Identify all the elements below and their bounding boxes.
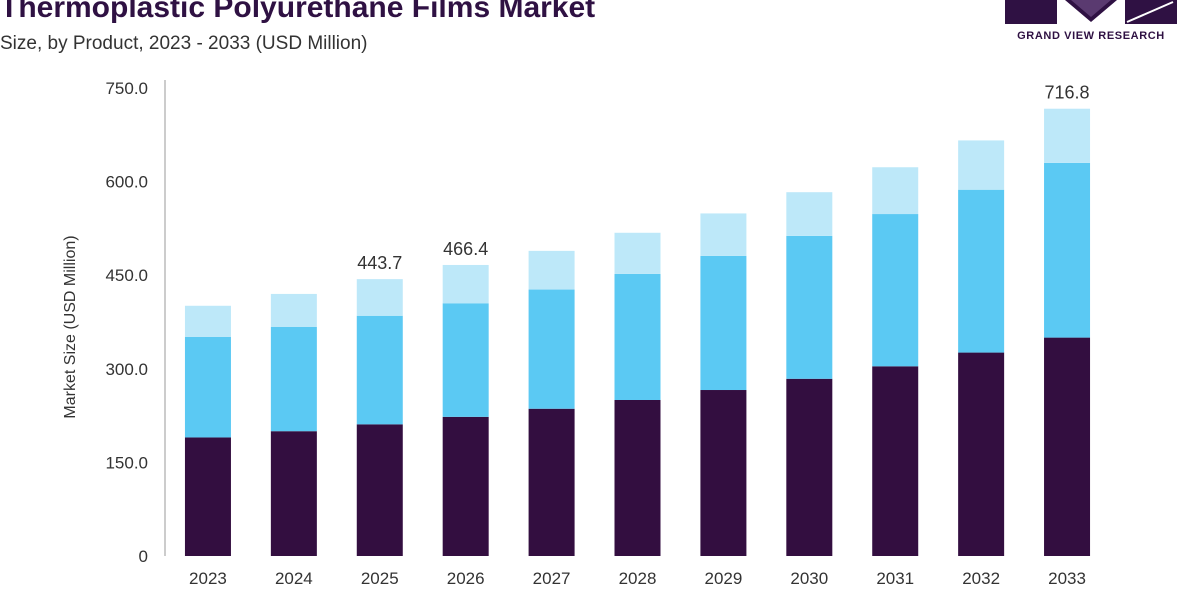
x-tick-label: 2029: [704, 569, 742, 588]
bar-segment-2023-3: [184, 305, 231, 337]
bar-segment-2029-2: [700, 255, 747, 391]
bar-segment-2031-1: [872, 366, 919, 556]
bar-segment-2025-3: [356, 279, 403, 316]
bar-segment-2028-1: [614, 400, 661, 556]
y-axis-label: Market Size (USD Million): [62, 235, 79, 418]
bar-segment-2031-2: [872, 214, 919, 367]
bar-segment-2032-1: [958, 352, 1005, 556]
grand-view-research-logo-icon: [1005, 0, 1177, 24]
chart-subtitle: Size, by Product, 2023 - 2033 (USD Milli…: [0, 33, 368, 54]
y-tick-label: 300.0: [105, 360, 148, 379]
y-tick-label: 150.0: [105, 453, 148, 472]
y-tick-label: 0: [139, 547, 148, 566]
bar-segment-2026-1: [442, 416, 489, 556]
bar-segment-2028-2: [614, 273, 661, 400]
y-tick-label: 600.0: [105, 173, 148, 192]
x-tick-label: 2033: [1048, 569, 1086, 588]
bar-segment-2023-1: [184, 437, 231, 556]
bar-segment-2024-3: [270, 293, 317, 327]
bar-segment-2030-3: [786, 192, 833, 236]
data-label-2025: 443.7: [357, 253, 402, 273]
y-axis-ticks: 0 150.0 300.0 450.0 600.0 750.0: [105, 79, 148, 566]
bar-segment-2031-3: [872, 167, 919, 215]
bar-segment-2027-3: [528, 250, 575, 290]
bar-segment-2027-2: [528, 289, 575, 409]
bar-segment-2033-1: [1044, 337, 1091, 556]
chart-title: Thermoplastic Polyurethane Films Market: [0, 0, 596, 24]
bar-segment-2026-2: [442, 303, 489, 417]
y-tick-label: 450.0: [105, 266, 148, 285]
x-tick-label: 2032: [962, 569, 1000, 588]
x-tick-label: 2030: [790, 569, 828, 588]
bar-segment-2023-2: [184, 336, 231, 438]
logo-text: GRAND VIEW RESEARCH: [1017, 30, 1165, 42]
bar-segment-2029-1: [700, 390, 747, 556]
x-tick-label: 2028: [619, 569, 657, 588]
bar-segment-2025-2: [356, 315, 403, 425]
x-tick-label: 2026: [447, 569, 485, 588]
data-labels: 443.7 466.4 716.8: [357, 83, 1089, 273]
x-tick-label: 2027: [533, 569, 571, 588]
x-axis-ticks: 2023 2024 2025 2026 2027 2028 2029 2030 2031 2032…: [189, 569, 1086, 588]
x-tick-label: 2025: [361, 569, 399, 588]
bar-segment-2026-3: [442, 264, 489, 304]
bars-group: [184, 108, 1091, 556]
bar-segment-2028-3: [614, 232, 661, 274]
y-tick-label: 750.0: [105, 79, 148, 98]
x-tick-label: 2023: [189, 569, 227, 588]
bar-segment-2032-2: [958, 189, 1005, 353]
bar-segment-2032-3: [958, 140, 1005, 190]
bar-segment-2030-2: [786, 235, 833, 379]
bar-segment-2025-1: [356, 424, 403, 556]
bar-segment-2024-2: [270, 326, 317, 432]
data-label-2033: 716.8: [1045, 83, 1090, 103]
bar-segment-2027-1: [528, 408, 575, 556]
x-tick-label: 2024: [275, 569, 313, 588]
bar-segment-2029-3: [700, 213, 747, 256]
bar-segment-2033-2: [1044, 162, 1091, 338]
bar-segment-2033-3: [1044, 108, 1091, 163]
bar-segment-2030-1: [786, 378, 833, 556]
x-tick-label: 2031: [876, 569, 914, 588]
data-label-2026: 466.4: [443, 239, 488, 259]
bar-segment-2024-1: [270, 431, 317, 556]
